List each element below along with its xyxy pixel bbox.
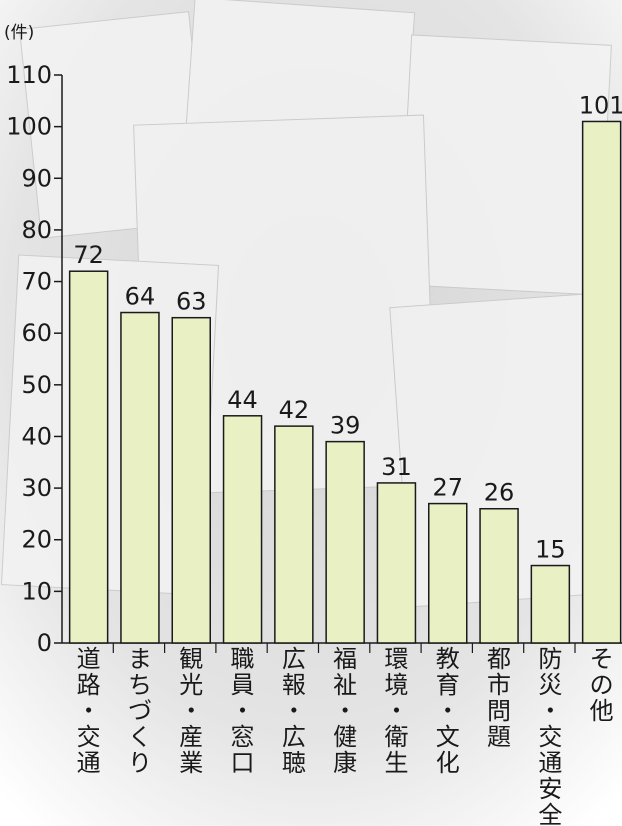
y-tick-label: 50	[21, 371, 52, 399]
bars	[68, 120, 622, 644]
category-label: 道路・交通	[77, 645, 101, 777]
y-tick-label: 80	[21, 216, 52, 244]
category-label: 環境・衛生	[384, 645, 408, 777]
y-tick-label: 100	[6, 113, 52, 141]
data-label: 39	[330, 412, 361, 440]
y-tick-label: 60	[21, 319, 52, 347]
bar	[68, 270, 109, 644]
bar	[120, 311, 160, 644]
data-label: 42	[279, 396, 310, 424]
y-axis: (件) 0 10 20 30 40 50 60 70 80 90 100 110	[4, 23, 622, 657]
category-label: 防災・交通安全	[538, 645, 562, 826]
category-label: その他	[590, 645, 614, 725]
data-label: 44	[227, 386, 258, 414]
labels: 72 道路・交通 64 まちづくり 63 観光・産業 44 職員・窓口 42 広報・広聴 39 福祉・…	[73, 91, 622, 826]
bar	[530, 564, 571, 644]
bar	[479, 507, 519, 644]
bar	[428, 502, 468, 644]
data-label: 101	[579, 91, 622, 119]
y-tick-label: 0	[37, 629, 52, 657]
bar	[274, 425, 314, 644]
category-label: 職員・窓口	[231, 645, 255, 777]
y-tick-label: 20	[21, 526, 52, 554]
data-label: 26	[484, 479, 515, 507]
category-label: 教育・文化	[436, 645, 460, 777]
category-label: 広報・広聴	[282, 645, 306, 777]
category-label: 福祉・健康	[333, 645, 357, 777]
category-label: まちづくり	[128, 645, 152, 777]
bar	[222, 415, 263, 644]
y-tick-label: 110	[6, 61, 52, 89]
y-unit-label: (件)	[4, 23, 34, 43]
data-label: 31	[381, 453, 412, 481]
data-label: 63	[176, 288, 207, 316]
data-label: 64	[125, 283, 156, 311]
y-tick-label: 10	[21, 577, 52, 605]
bar	[581, 120, 622, 644]
category-label: 観光・産業	[179, 645, 203, 777]
y-tick-label: 70	[21, 268, 52, 296]
y-tick-label: 90	[21, 164, 52, 192]
data-label: 15	[535, 536, 566, 564]
data-label: 72	[73, 241, 104, 269]
bar	[171, 316, 211, 644]
category-label: 都市問題	[487, 645, 511, 751]
bar	[376, 482, 417, 644]
y-tick-label: 40	[21, 422, 52, 450]
y-tick-label: 30	[21, 474, 52, 502]
bar	[325, 440, 365, 644]
data-label: 27	[432, 474, 463, 502]
